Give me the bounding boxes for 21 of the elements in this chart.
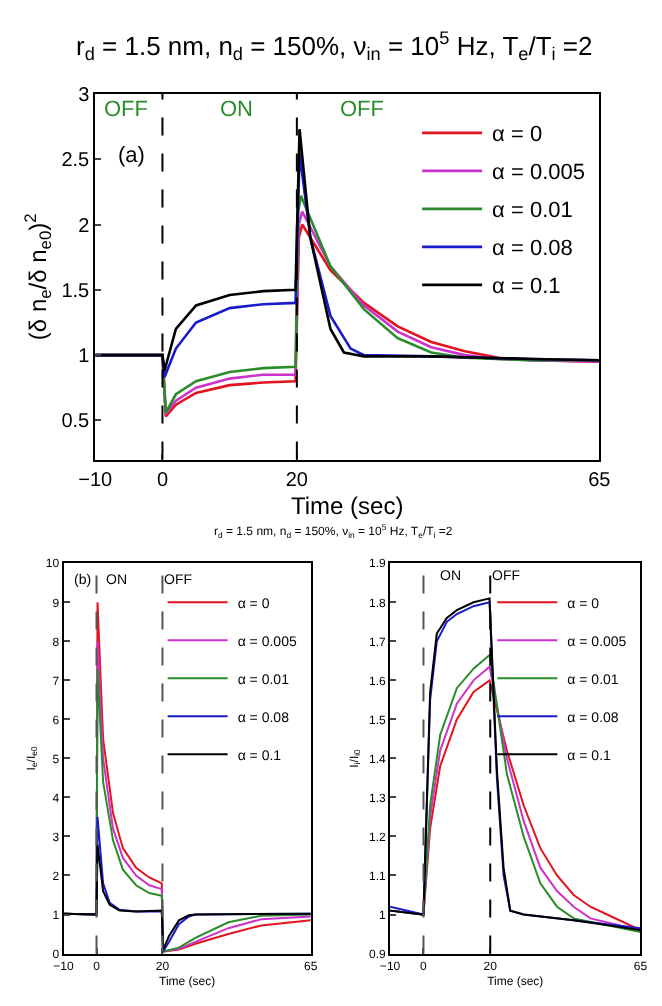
y-tick-label: 0.5 xyxy=(61,411,91,434)
annotation: OFF xyxy=(340,98,385,122)
annotation: (a) xyxy=(118,144,145,168)
x-tick-label: 20 xyxy=(285,469,309,492)
legend-label: α = 0 xyxy=(492,123,543,148)
y-tick-label: 1 xyxy=(78,346,91,369)
x-axis-title: Time (sec) xyxy=(291,491,404,520)
annotation: OFF xyxy=(104,98,149,122)
y-tick-label: 3 xyxy=(78,84,91,107)
legend-label: α = 0.1 xyxy=(492,275,561,300)
x-tick-label: 0 xyxy=(156,469,169,492)
y-tick-label: 1.5 xyxy=(61,280,91,303)
x-tick-label: 65 xyxy=(588,469,612,492)
legend-label: α = 0.08 xyxy=(492,237,573,262)
x-tick-label: −10 xyxy=(78,469,114,492)
legend-label: α = 0.005 xyxy=(492,161,585,186)
annotation: ON xyxy=(220,98,254,122)
y-tick-label: 2 xyxy=(78,215,91,238)
y-tick-label: 2.5 xyxy=(61,150,91,173)
chart-title: r$_{d}$ = 1.5 nm, n$_{d}$ = 150%, ν$_{in}$ = 10$^{5}$ Hz, T$_{e}$/T$_{i}$ =2 xyxy=(76,28,593,65)
legend-label: α = 0.01 xyxy=(492,199,573,224)
